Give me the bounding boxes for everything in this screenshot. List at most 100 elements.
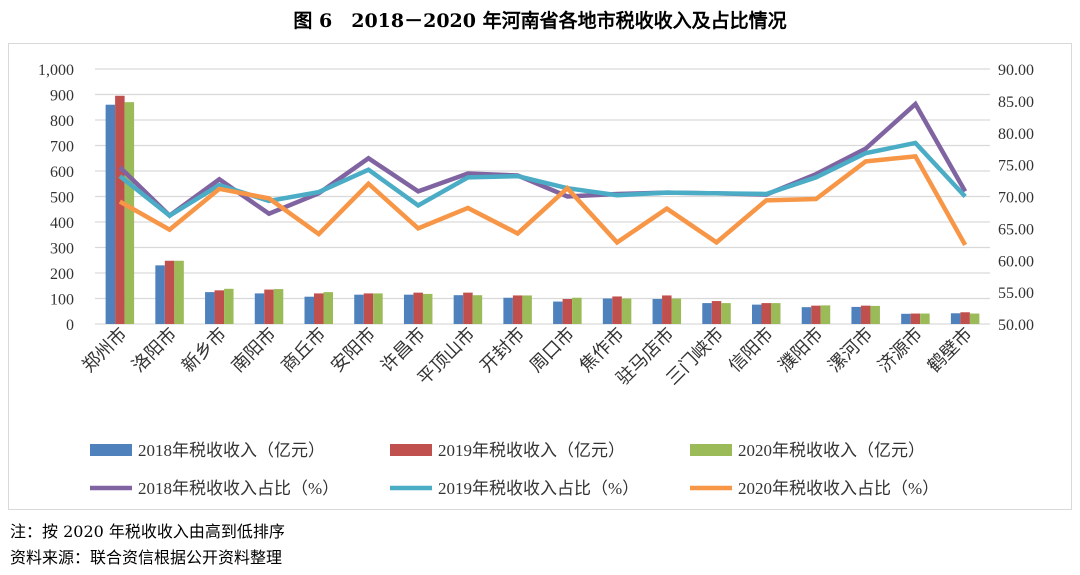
left-tick-label: 1,000 bbox=[38, 62, 74, 79]
bar-2018 bbox=[851, 306, 861, 324]
right-tick-label: 70.00 bbox=[998, 190, 1034, 207]
legend-label: 2019年税收收入占比（%） bbox=[438, 479, 639, 498]
bar-2019 bbox=[612, 296, 622, 324]
bar-2020 bbox=[820, 305, 831, 324]
bar-2018 bbox=[105, 104, 116, 324]
bar-2019 bbox=[860, 305, 871, 324]
legend-label: 2018年税收收入占比（%） bbox=[138, 479, 339, 498]
category-label: 信阳市 bbox=[725, 324, 777, 376]
legend-label: 2019年税收收入（亿元） bbox=[438, 441, 625, 460]
bar-2020 bbox=[124, 102, 135, 325]
bar-2018 bbox=[155, 265, 165, 324]
note-sort: 注：按 2020 年税收收入由高到低排序 bbox=[10, 522, 285, 541]
left-tick-label: 200 bbox=[50, 266, 74, 283]
left-tick-label: 600 bbox=[50, 164, 74, 181]
category-label: 漯河市 bbox=[824, 324, 876, 376]
bar-2019 bbox=[910, 313, 921, 324]
bar-2020 bbox=[721, 303, 731, 324]
bar-2020 bbox=[621, 298, 632, 324]
left-tick-label: 100 bbox=[50, 292, 74, 309]
bar-2019 bbox=[264, 289, 274, 324]
bar-2019 bbox=[662, 295, 672, 324]
bar-2019 bbox=[960, 312, 970, 324]
category-label: 新乡市 bbox=[178, 324, 230, 376]
bar-2020 bbox=[373, 293, 383, 324]
bar-2019 bbox=[164, 260, 175, 324]
bar-2018 bbox=[950, 313, 961, 324]
bar-2020 bbox=[771, 303, 781, 324]
bar-2020 bbox=[323, 292, 333, 324]
right-tick-label: 75.00 bbox=[998, 158, 1034, 175]
legend-label: 2020年税收收入（亿元） bbox=[738, 441, 925, 460]
left-tick-label: 700 bbox=[50, 139, 74, 156]
left-tick-label: 500 bbox=[50, 190, 74, 207]
bar-2018 bbox=[702, 303, 712, 324]
bar-2019 bbox=[512, 295, 523, 324]
bar-2018 bbox=[602, 298, 613, 324]
chart-frame bbox=[8, 43, 1072, 510]
left-tick-label: 300 bbox=[50, 241, 74, 258]
bar-2019 bbox=[562, 299, 573, 324]
bar-2018 bbox=[354, 294, 364, 324]
bar-2018 bbox=[254, 293, 265, 324]
bar-2018 bbox=[801, 307, 812, 324]
right-tick-label: 85.00 bbox=[998, 94, 1034, 111]
bar-2020 bbox=[174, 260, 184, 324]
bar-2019 bbox=[214, 290, 225, 324]
chart-title: 图 6 2018－2020 年河南省各地市税收收入及占比情况 bbox=[293, 10, 787, 32]
bar-2020 bbox=[671, 298, 682, 324]
bar-2020 bbox=[969, 313, 980, 324]
bar-2019 bbox=[115, 95, 125, 325]
legend-label: 2018年税收收入（亿元） bbox=[138, 441, 325, 460]
bar-2018 bbox=[901, 313, 911, 324]
bar-2020 bbox=[472, 295, 483, 324]
legend-swatch bbox=[690, 444, 732, 456]
right-tick-label: 80.00 bbox=[998, 126, 1034, 143]
line-2018 bbox=[118, 100, 968, 219]
bar-2019 bbox=[463, 292, 473, 324]
line-2019 bbox=[118, 140, 967, 219]
bar-2020 bbox=[870, 305, 880, 324]
line-2020 bbox=[118, 153, 968, 247]
bar-2019 bbox=[811, 305, 821, 324]
bar-2019 bbox=[413, 292, 423, 324]
left-tick-label: 900 bbox=[50, 88, 74, 105]
bar-2020 bbox=[273, 289, 284, 324]
right-tick-label: 55.00 bbox=[998, 285, 1034, 302]
legend-label: 2020年税收收入占比（%） bbox=[738, 479, 939, 498]
bar-2019 bbox=[363, 293, 374, 324]
bar-2018 bbox=[304, 296, 314, 324]
category-label: 洛阳市 bbox=[128, 324, 180, 376]
legend-swatch bbox=[90, 444, 132, 456]
bar-2018 bbox=[503, 297, 513, 324]
bar-2019 bbox=[314, 293, 324, 324]
legend-swatch bbox=[390, 444, 432, 456]
category-label: 郑州市 bbox=[78, 324, 130, 376]
left-tick-label: 800 bbox=[50, 113, 74, 130]
bar-2018 bbox=[453, 295, 464, 324]
bar-2020 bbox=[522, 295, 532, 324]
bar-2018 bbox=[752, 304, 762, 324]
category-label: 开封市 bbox=[476, 324, 528, 376]
right-tick-label: 60.00 bbox=[998, 253, 1034, 270]
right-tick-label: 50.00 bbox=[998, 317, 1034, 334]
note-source: 资料来源：联合资信根据公开资料整理 bbox=[10, 548, 283, 567]
left-tick-label: 0 bbox=[66, 317, 74, 334]
category-label: 周口市 bbox=[526, 324, 578, 376]
bar-2018 bbox=[652, 299, 663, 324]
category-label: 鹤壁市 bbox=[924, 324, 976, 376]
category-label: 济源市 bbox=[874, 324, 926, 376]
bar-2018 bbox=[553, 301, 563, 324]
category-label: 濮阳市 bbox=[774, 324, 826, 376]
bar-2018 bbox=[403, 294, 414, 324]
category-label: 商丘市 bbox=[277, 324, 329, 376]
bar-2018 bbox=[205, 292, 215, 324]
bar-2019 bbox=[711, 301, 722, 324]
right-tick-label: 90.00 bbox=[998, 62, 1034, 79]
bar-2020 bbox=[224, 288, 234, 324]
category-label: 南阳市 bbox=[228, 324, 280, 376]
right-tick-label: 65.00 bbox=[998, 221, 1034, 238]
bar-2020 bbox=[572, 297, 582, 324]
category-label: 安阳市 bbox=[327, 324, 379, 376]
chart: 0 100 200 300 400 500 600 700 800 900 1,000 50.00 55… bbox=[38, 62, 1034, 498]
